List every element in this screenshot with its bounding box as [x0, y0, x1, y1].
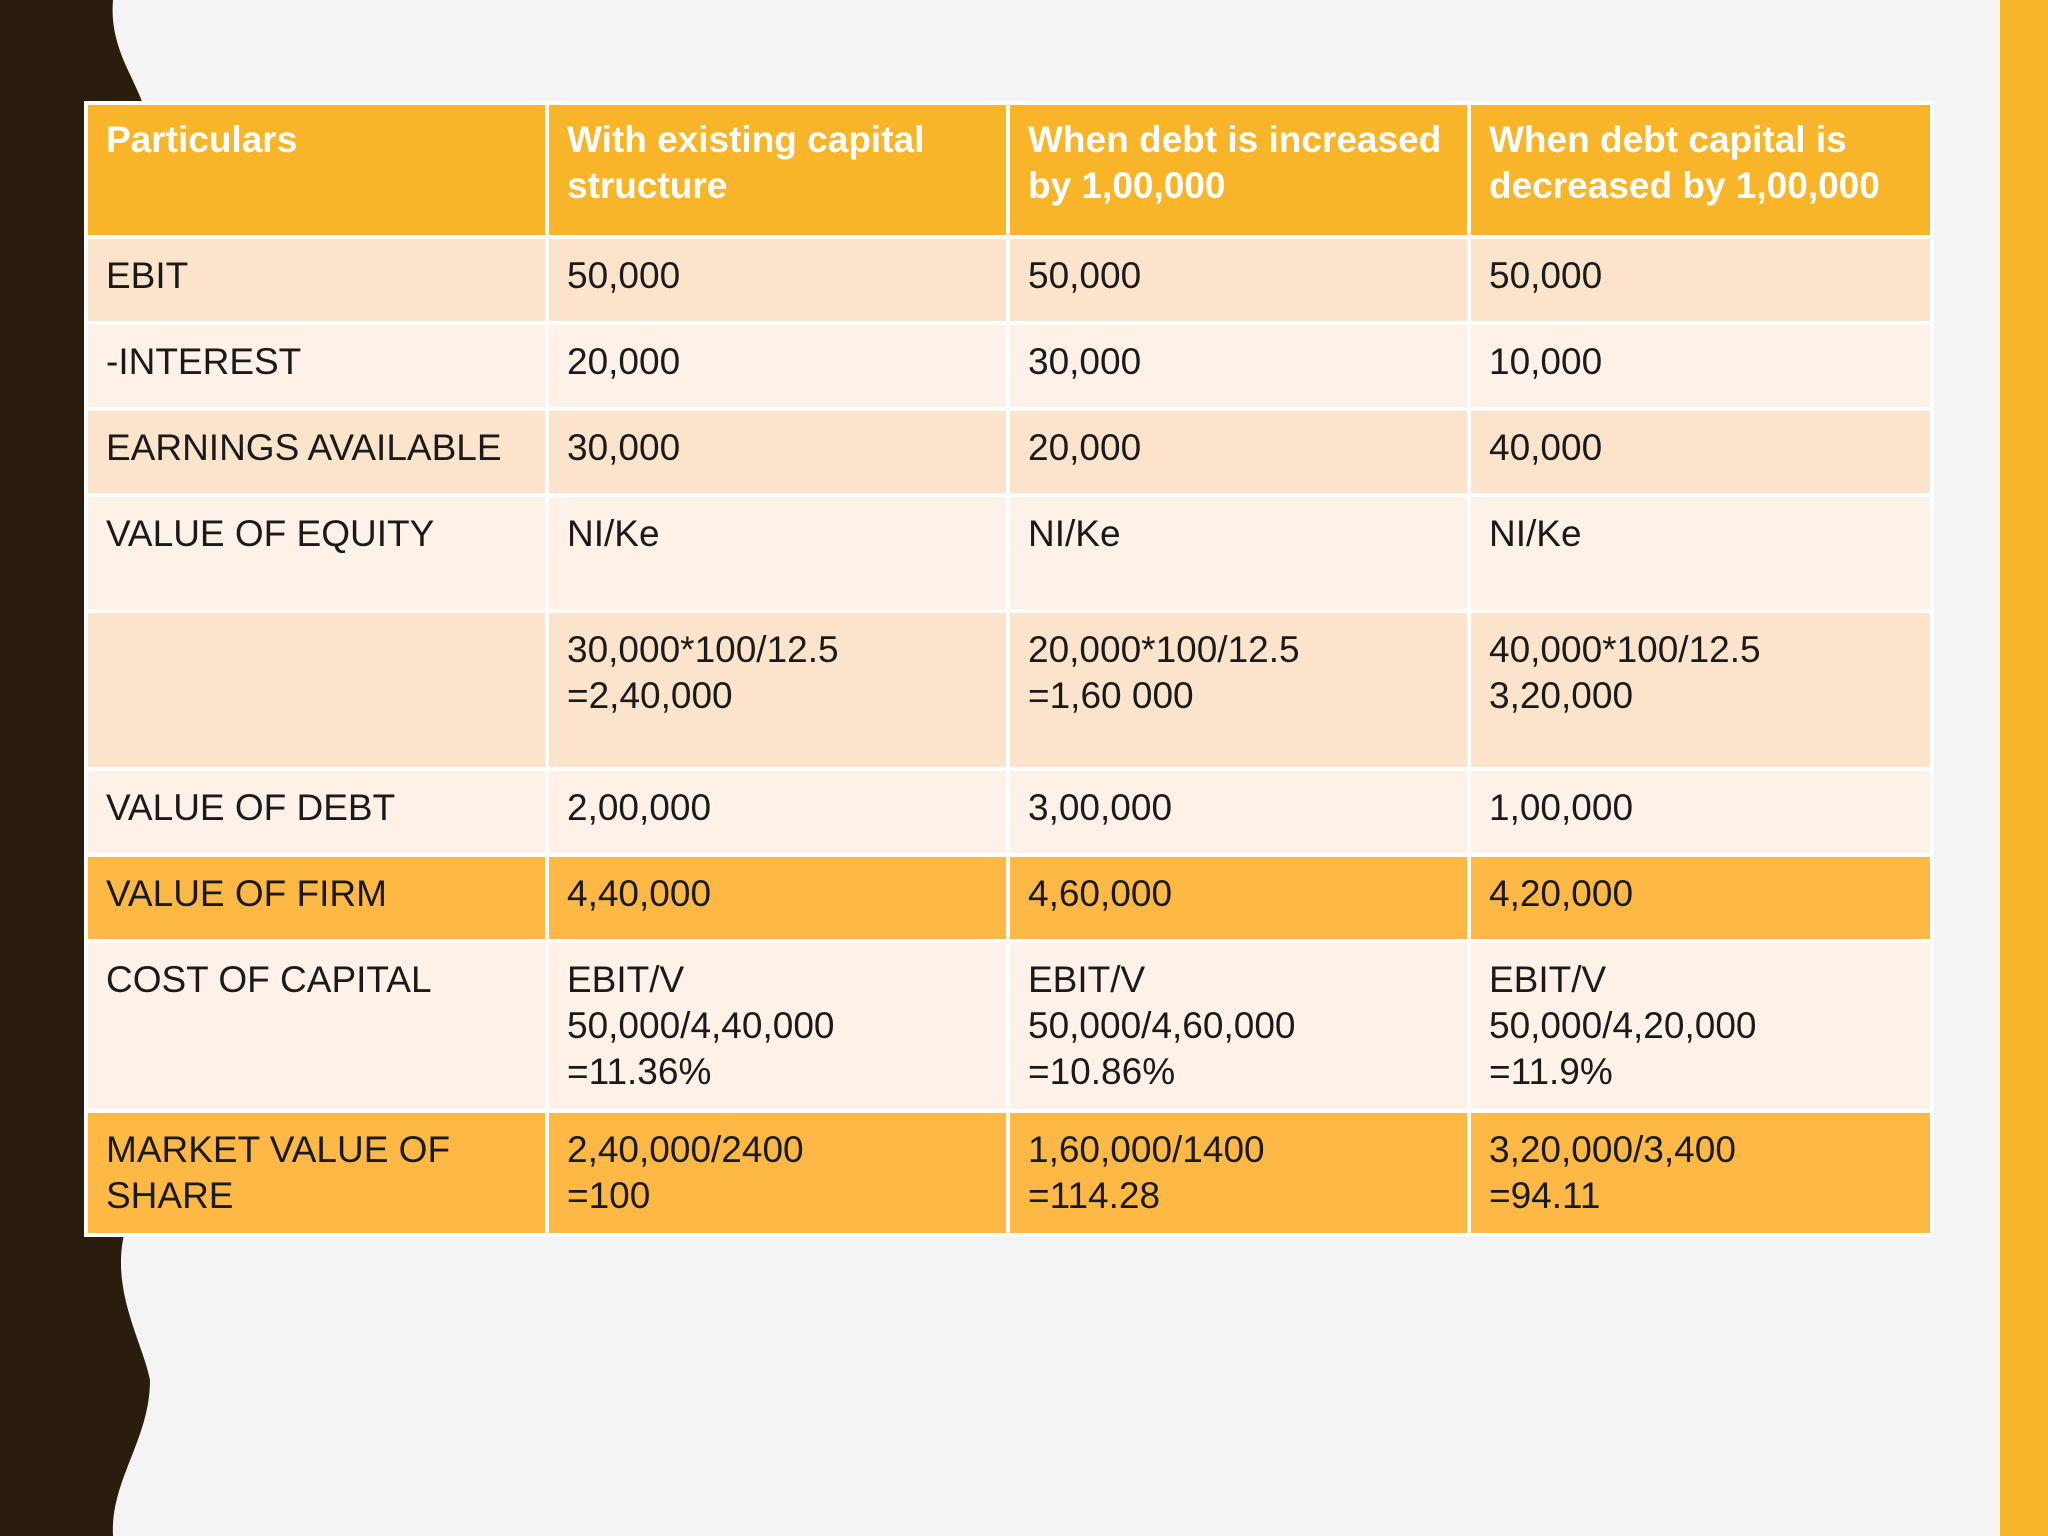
table-cell: 10,000 [1467, 321, 1934, 411]
table-row-highlight: MARKET VALUE OF SHARE 2,40,000/2400 =100… [84, 1109, 1934, 1237]
table-cell: 2,40,000/2400 =100 [545, 1109, 1010, 1237]
row-label [84, 609, 549, 771]
table-row-highlight: VALUE OF FIRM 4,40,000 4,60,000 4,20,000 [84, 853, 1934, 943]
table-cell: NI/Ke [545, 493, 1010, 613]
table-row: EARNINGS AVAILABLE 30,000 20,000 40,000 [84, 407, 1934, 497]
table-cell: 4,60,000 [1006, 853, 1471, 943]
table-cell: NI/Ke [1006, 493, 1471, 613]
row-label: VALUE OF DEBT [84, 767, 549, 857]
accent-bar [2000, 0, 2048, 1536]
table-cell: 20,000 [545, 321, 1010, 411]
table-row: VALUE OF DEBT 2,00,000 3,00,000 1,00,000 [84, 767, 1934, 857]
row-label: COST OF CAPITAL [84, 939, 549, 1113]
table-cell: 30,000*100/12.5 =2,40,000 [545, 609, 1010, 771]
table-cell: 4,40,000 [545, 853, 1010, 943]
table-header-row: Particulars With existing capital struct… [84, 101, 1934, 239]
table-cell: 50,000 [1467, 235, 1934, 325]
row-label: EBIT [84, 235, 549, 325]
table-cell: 3,20,000/3,400 =94.11 [1467, 1109, 1934, 1237]
table-cell: 20,000 [1006, 407, 1471, 497]
header-existing: With existing capital structure [545, 101, 1010, 239]
row-label: -INTEREST [84, 321, 549, 411]
row-label: VALUE OF EQUITY [84, 493, 549, 613]
header-debt-decreased: When debt capital is decreased by 1,00,0… [1467, 101, 1934, 239]
table-cell: 50,000 [545, 235, 1010, 325]
table-row: EBIT 50,000 50,000 50,000 [84, 235, 1934, 325]
row-label: EARNINGS AVAILABLE [84, 407, 549, 497]
table-cell: 3,00,000 [1006, 767, 1471, 857]
table-cell: 30,000 [1006, 321, 1471, 411]
table-row: VALUE OF EQUITY NI/Ke NI/Ke NI/Ke [84, 493, 1934, 613]
table-cell: 1,60,000/1400 =114.28 [1006, 1109, 1471, 1237]
table-cell: 20,000*100/12.5 =1,60 000 [1006, 609, 1471, 771]
table-cell: EBIT/V 50,000/4,40,000 =11.36% [545, 939, 1010, 1113]
table-cell: EBIT/V 50,000/4,60,000 =10.86% [1006, 939, 1471, 1113]
table-row: -INTEREST 20,000 30,000 10,000 [84, 321, 1934, 411]
table-cell: 40,000 [1467, 407, 1934, 497]
header-particulars: Particulars [84, 101, 549, 239]
table-cell: 1,00,000 [1467, 767, 1934, 857]
table-row: COST OF CAPITAL EBIT/V 50,000/4,40,000 =… [84, 939, 1934, 1113]
table-cell: 40,000*100/12.5 3,20,000 [1467, 609, 1934, 771]
table-cell: 2,00,000 [545, 767, 1010, 857]
row-label: VALUE OF FIRM [84, 853, 549, 943]
capital-structure-table: Particulars With existing capital struct… [84, 101, 1934, 1237]
table-row: 30,000*100/12.5 =2,40,000 20,000*100/12.… [84, 609, 1934, 771]
table-cell: 50,000 [1006, 235, 1471, 325]
table-cell: NI/Ke [1467, 493, 1934, 613]
row-label: MARKET VALUE OF SHARE [84, 1109, 549, 1237]
table-cell: 4,20,000 [1467, 853, 1934, 943]
table-cell: 30,000 [545, 407, 1010, 497]
header-debt-increased: When debt is increased by 1,00,000 [1006, 101, 1471, 239]
table-cell: EBIT/V 50,000/4,20,000 =11.9% [1467, 939, 1934, 1113]
